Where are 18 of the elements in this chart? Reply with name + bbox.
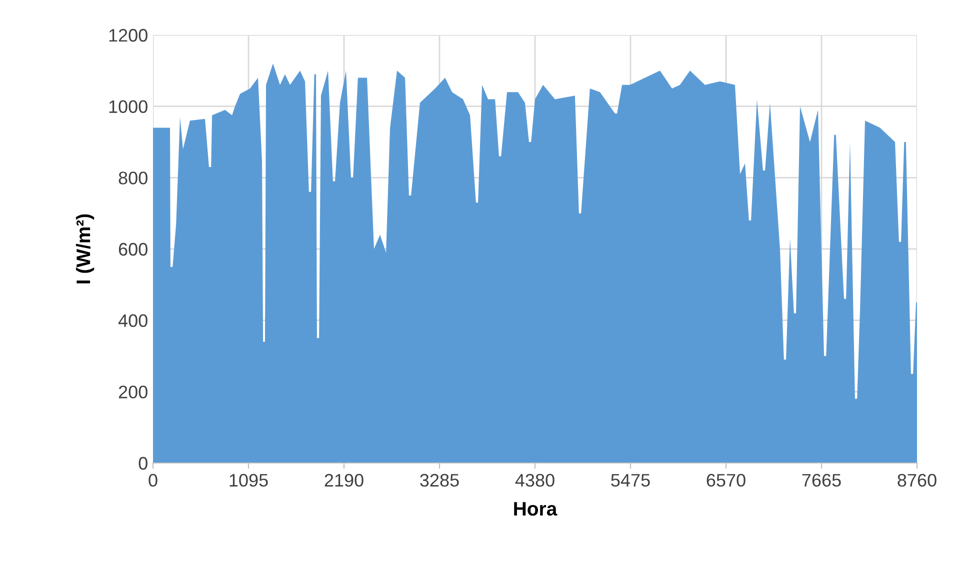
x-tick-label: 5475 [611,474,650,487]
y-tick-label: 800 [118,172,148,184]
x-tick-label: 4380 [515,474,554,487]
x-tick-label: 8760 [898,474,936,487]
x-tick-label: 1095 [230,474,268,487]
x-tick-label: 2190 [324,474,364,487]
y-tick-label: 200 [118,386,148,398]
x-axis-title: Hora [514,502,558,516]
y-tick-label: 600 [118,242,148,256]
x-tick-label: 7665 [802,474,841,487]
y-axis-title: I (W/m²) [76,214,94,284]
y-tick-label: 0 [138,456,148,470]
y-tick-label: 400 [118,314,148,328]
y-tick-label: 1200 [109,28,148,42]
y-tick-label: 1000 [109,100,148,114]
x-tick-label: 6570 [706,474,746,487]
x-tick-label: 0 [148,474,158,487]
x-tick-label: 3285 [420,474,459,487]
